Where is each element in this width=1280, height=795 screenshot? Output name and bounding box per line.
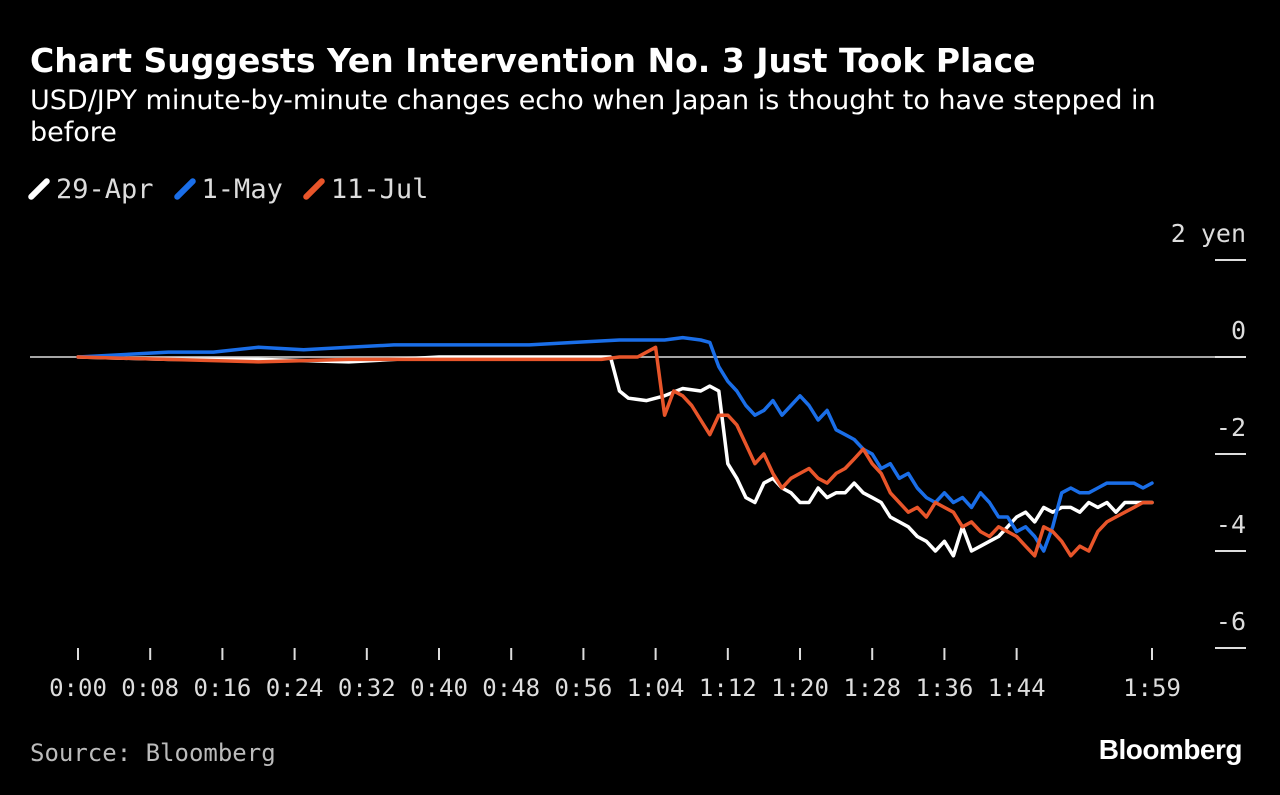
- legend-label-1-may: 1-May: [201, 173, 283, 205]
- y-tick-label: 2 yen: [1171, 219, 1246, 248]
- legend-label-11-jul: 11-Jul: [330, 173, 429, 205]
- y-tick-label: 0: [1231, 316, 1246, 345]
- legend-item-1-may: 1-May: [172, 173, 283, 205]
- x-tick-label: 1:59: [1123, 674, 1181, 702]
- x-tick-label: 0:48: [482, 674, 540, 702]
- x-tick-label: 0:32: [338, 674, 396, 702]
- legend-item-29-apr: 29-Apr: [26, 173, 154, 205]
- x-tick-label: 1:04: [627, 674, 685, 702]
- legend-label-29-apr: 29-Apr: [56, 173, 154, 205]
- x-tick-label: 0:00: [49, 674, 107, 702]
- brand-logo: Bloomberg: [1098, 734, 1243, 765]
- x-tick-label: 1:36: [916, 674, 974, 702]
- x-tick-label: 0:40: [410, 674, 468, 702]
- x-tick-label: 1:28: [843, 674, 901, 702]
- x-tick-label: 1:20: [771, 674, 829, 702]
- x-tick-label: 0:24: [266, 674, 324, 702]
- y-tick-label: -4: [1216, 510, 1246, 539]
- chart-subtitle: USD/JPY minute-by-minute changes echo wh…: [30, 85, 1156, 148]
- x-tick-label: 1:44: [988, 674, 1046, 702]
- x-tick-label: 0:08: [121, 674, 179, 702]
- x-tick-label: 1:12: [699, 674, 757, 702]
- source-note: Source: Bloomberg: [30, 739, 276, 767]
- legend: 29-Apr 1-May 11-Jul: [26, 172, 450, 206]
- legend-item-11-jul: 11-Jul: [301, 173, 429, 205]
- y-tick-label: -2: [1216, 413, 1246, 442]
- x-tick-label: 0:16: [194, 674, 252, 702]
- series-line-29-apr: [76, 355, 1154, 558]
- series-line-11-jul: [76, 345, 1154, 558]
- x-tick-label: 0:56: [555, 674, 613, 702]
- y-tick-label: -6: [1216, 607, 1246, 636]
- chart-title: Chart Suggests Yen Intervention No. 3 Ju…: [30, 41, 1036, 80]
- series-line-1-may: [76, 335, 1154, 553]
